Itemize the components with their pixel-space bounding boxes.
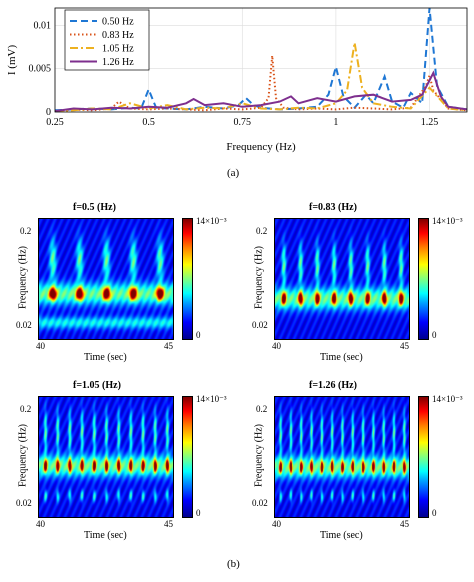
legend-label-2: 1.05 Hz bbox=[102, 44, 134, 55]
colorbar bbox=[182, 218, 193, 340]
colorbar-max-label: 14×10⁻³ bbox=[196, 394, 227, 404]
y-axis-label: I (mV) bbox=[6, 45, 18, 76]
x-axis-label: Time (sec) bbox=[320, 530, 363, 541]
x-tick-label: 1.25 bbox=[421, 117, 439, 128]
y-tick-labels: 0 0.005 0.01 bbox=[29, 20, 52, 118]
x-axis-label: Time (sec) bbox=[84, 352, 127, 363]
x-tick-label: 45 bbox=[164, 341, 173, 351]
x-tick-label: 40 bbox=[36, 341, 45, 351]
y-tick-label: 0.02 bbox=[252, 498, 268, 508]
series-line-2 bbox=[55, 42, 467, 112]
y-tick-label: 0.005 bbox=[29, 64, 52, 75]
x-tick-label: 1 bbox=[333, 117, 338, 128]
y-tick-label: 0.02 bbox=[16, 498, 32, 508]
y-tick-label: 0.2 bbox=[20, 404, 32, 414]
x-axis-label: Time (sec) bbox=[320, 352, 363, 363]
colorbar bbox=[418, 396, 429, 518]
legend-label-0: 0.50 Hz bbox=[102, 17, 134, 28]
y-axis-label: Frequency (Hz) bbox=[253, 245, 265, 310]
y-tick-label: 0.02 bbox=[16, 320, 32, 330]
x-tick-label: 40 bbox=[272, 519, 281, 529]
x-axis-label: Time (sec) bbox=[84, 530, 127, 541]
spectrogram-title: f=1.26 (Hz) bbox=[309, 380, 357, 391]
x-tick-label: 45 bbox=[400, 341, 409, 351]
x-tick-label: 45 bbox=[400, 519, 409, 529]
spectrogram-title: f=1.05 (Hz) bbox=[73, 380, 121, 391]
x-tick-label: 40 bbox=[36, 519, 45, 529]
spectrogram-image bbox=[274, 396, 410, 518]
spectrogram-canvas bbox=[39, 219, 173, 339]
legend-box bbox=[64, 9, 150, 71]
y-tick-label: 0.2 bbox=[256, 404, 268, 414]
x-tick-label: 45 bbox=[164, 519, 173, 529]
series-line-3 bbox=[55, 70, 467, 112]
chart-series-group bbox=[55, 8, 467, 112]
colorbar bbox=[182, 396, 193, 518]
x-tick-labels: 0.25 0.5 0.75 1 1.25 bbox=[46, 117, 438, 128]
spectrogram-title: f=0.5 (Hz) bbox=[73, 202, 116, 213]
colorbar-max-label: 14×10⁻³ bbox=[432, 216, 463, 226]
colorbar-max-label: 14×10⁻³ bbox=[432, 394, 463, 404]
y-tick-label: 0 bbox=[46, 107, 51, 118]
spectrogram-title: f=0.83 (Hz) bbox=[309, 202, 357, 213]
x-axis-label: Frequency (Hz) bbox=[226, 141, 296, 153]
colorbar-min-label: 0 bbox=[432, 508, 437, 518]
spectrogram-image bbox=[38, 218, 174, 340]
colorbar-min-label: 0 bbox=[196, 330, 201, 340]
x-tick-label: 0.75 bbox=[234, 117, 252, 128]
spectrogram-image bbox=[274, 218, 410, 340]
y-tick-label: 0.2 bbox=[20, 226, 32, 236]
legend-label-3: 1.26 Hz bbox=[102, 57, 134, 68]
y-axis-label: Frequency (Hz) bbox=[17, 423, 29, 488]
spectrogram-image bbox=[38, 396, 174, 518]
spectrogram-canvas bbox=[275, 219, 409, 339]
y-tick-label: 0.01 bbox=[34, 20, 52, 31]
spectrogram-canvas bbox=[39, 397, 173, 517]
colorbar-min-label: 0 bbox=[432, 330, 437, 340]
y-tick-label: 0.02 bbox=[252, 320, 268, 330]
colorbar-max-label: 14×10⁻³ bbox=[196, 216, 227, 226]
colorbar bbox=[418, 218, 429, 340]
legend-label-1: 0.83 Hz bbox=[102, 30, 134, 41]
chart-legend: 0.50 Hz 0.83 Hz 1.05 Hz 1.26 Hz bbox=[64, 9, 150, 71]
x-tick-label: 0.25 bbox=[46, 117, 64, 128]
series-line-1 bbox=[55, 55, 467, 112]
x-tick-label: 0.5 bbox=[142, 117, 155, 128]
line-chart: 0.25 0.5 0.75 1 1.25 0 0.005 0.01 Frequency (H… bbox=[6, 7, 468, 153]
colorbar-min-label: 0 bbox=[196, 508, 201, 518]
panel-a-label: (a) bbox=[227, 167, 240, 179]
plot-frame bbox=[54, 7, 468, 113]
spectrogram-canvas bbox=[275, 397, 409, 517]
panel-b-label: (b) bbox=[227, 558, 240, 570]
x-tick-label: 40 bbox=[272, 341, 281, 351]
y-tick-label: 0.2 bbox=[256, 226, 268, 236]
y-axis-label: Frequency (Hz) bbox=[17, 245, 29, 310]
y-axis-label: Frequency (Hz) bbox=[253, 423, 265, 488]
